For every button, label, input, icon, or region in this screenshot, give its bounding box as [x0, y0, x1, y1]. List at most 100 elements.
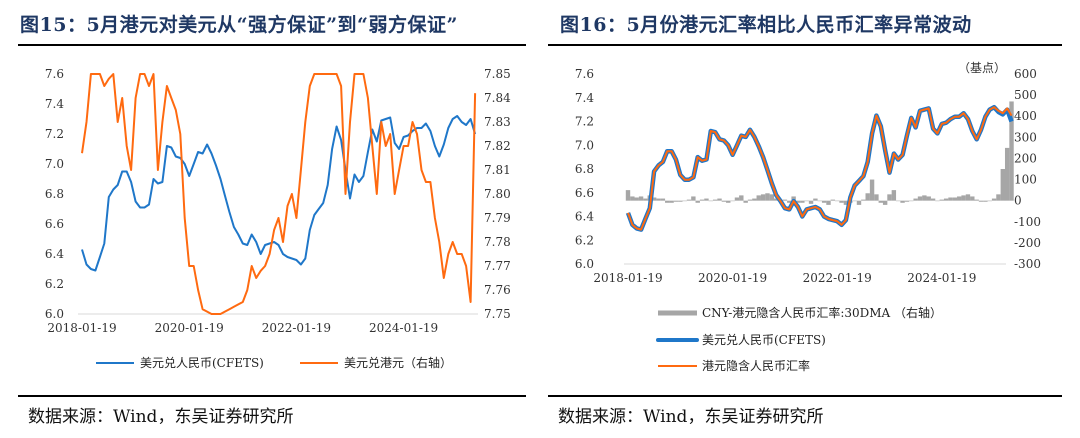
y-right-tick-label: 7.80: [484, 187, 511, 201]
spread-bar: [865, 193, 870, 201]
spread-bar: [782, 199, 788, 201]
y-right-tick-label: 400: [1014, 109, 1037, 123]
title-rule-right: [548, 44, 1062, 46]
spread-bar: [760, 194, 766, 201]
chart-title-right: 图16：5月份港元汇率相比人民币汇率异常波动: [560, 14, 972, 36]
spread-bar: [795, 200, 801, 203]
spread-bar: [808, 200, 814, 204]
spread-bar: [721, 200, 727, 202]
x-tick-label: 2024-01-19: [369, 321, 438, 335]
title-rule-left: [18, 44, 526, 46]
y-left-tick-label: 6.6: [45, 217, 64, 231]
legend-label: 港元隐含人民币汇率: [702, 358, 810, 373]
y-right-tick-label: 300: [1014, 130, 1037, 144]
spread-bar: [869, 179, 875, 201]
spread-bar: [630, 196, 635, 201]
x-tick-label: 2020-01-19: [155, 321, 224, 335]
chart-title-left: 图15：5月港元对美元从“强方保证”到“弱方保证”: [20, 14, 458, 36]
spread-bar: [730, 200, 735, 202]
spread-bar: [643, 198, 648, 201]
y-left-tick-label: 6.2: [575, 233, 594, 247]
y-left-tick-label: 6.4: [575, 210, 594, 224]
spread-bar: [843, 200, 849, 205]
y-right-tick-label: 7.85: [484, 67, 511, 81]
y-left-tick-label: 7.4: [575, 91, 594, 105]
x-tick-label: 2022-01-19: [803, 271, 872, 285]
spread-bar: [904, 200, 910, 202]
spread-bar: [1004, 147, 1010, 201]
spread-bar: [991, 198, 997, 201]
spread-bar: [769, 194, 775, 201]
spread-bar: [634, 197, 639, 201]
spread-bar: [939, 199, 944, 201]
spread-bar: [930, 198, 936, 201]
spread-bar: [686, 199, 692, 201]
spread-bar: [756, 195, 761, 201]
y-left-tick-label: 6.0: [45, 307, 64, 321]
spread-bar: [712, 199, 718, 201]
source-right: 数据来源：Wind，东吴证券研究所: [558, 407, 824, 427]
spread-bar: [726, 200, 731, 203]
spread-bar: [813, 198, 818, 201]
x-tick-label: 2022-01-19: [262, 321, 331, 335]
y-right-tick-label: 100: [1014, 173, 1037, 187]
y-left-tick-label: 6.8: [45, 187, 64, 201]
spread-bar: [974, 199, 979, 201]
x-tick-label: 2024-01-19: [907, 271, 976, 285]
spread-bar: [1009, 101, 1014, 201]
source-left: 数据来源：Wind，东吴证券研究所: [28, 407, 294, 427]
y-left-tick-label: 7.2: [45, 127, 64, 141]
y-right-tick-label: 7.81: [484, 163, 511, 177]
y-right-tick-label: 7.76: [484, 283, 511, 297]
spread-bar: [909, 200, 914, 202]
spread-bar: [665, 200, 670, 203]
spread-bar: [861, 199, 866, 201]
spread-bar: [765, 193, 770, 201]
legend-label: 美元兑港元（右轴）: [344, 355, 452, 370]
y-right-tick-label: 7.83: [484, 115, 511, 129]
spread-bar: [660, 198, 666, 201]
spread-bar: [739, 195, 744, 201]
spread-bar: [752, 198, 757, 201]
spread-bar: [943, 198, 949, 201]
spread-bar: [926, 196, 931, 201]
spread-bar: [887, 194, 892, 201]
spread-bar: [817, 200, 822, 202]
y-left-tick-label: 6.6: [575, 186, 594, 200]
y-right-tick-label: 7.79: [484, 211, 511, 225]
y-left-tick-label: 6.2: [45, 277, 64, 291]
y-left-tick-label: 7.2: [575, 115, 594, 129]
spread-bar: [917, 196, 923, 201]
series-line-1: [81, 73, 477, 315]
spread-bar: [987, 200, 992, 202]
spread-bar: [673, 200, 679, 202]
y-right-tick-label: 7.78: [484, 235, 511, 249]
y-right-unit-label: （基点）: [958, 61, 1006, 75]
legend-label: CNY-港元隐含人民币汇率:30DMA （右轴）: [702, 305, 942, 320]
spread-bar: [743, 200, 748, 203]
spread-bar: [948, 197, 953, 201]
spread-bar: [952, 197, 958, 201]
source-rule-right: [548, 395, 1062, 397]
spread-bar: [699, 199, 705, 201]
spread-bar: [913, 198, 918, 201]
spread-bar: [625, 190, 631, 201]
spread-bar: [961, 195, 966, 201]
x-tick-label: 2020-01-19: [698, 271, 767, 285]
source-rule-left: [18, 395, 526, 397]
spread-bar: [638, 196, 644, 201]
spread-bar: [669, 200, 674, 203]
y-right-tick-label: 7.82: [484, 139, 511, 153]
y-left-tick-label: 6.4: [45, 247, 64, 261]
spread-bar: [773, 198, 779, 201]
spread-bar: [983, 200, 988, 202]
spread-bar: [835, 200, 840, 202]
spread-bar: [821, 200, 827, 203]
y-left-tick-label: 7.6: [575, 67, 594, 81]
spread-bar: [651, 197, 657, 201]
spread-bar: [922, 195, 927, 201]
spread-bar: [1000, 169, 1006, 201]
spread-bar: [787, 200, 792, 203]
y-left-tick-label: 7.6: [45, 67, 64, 81]
y-left-tick-label: 7.0: [575, 138, 594, 152]
